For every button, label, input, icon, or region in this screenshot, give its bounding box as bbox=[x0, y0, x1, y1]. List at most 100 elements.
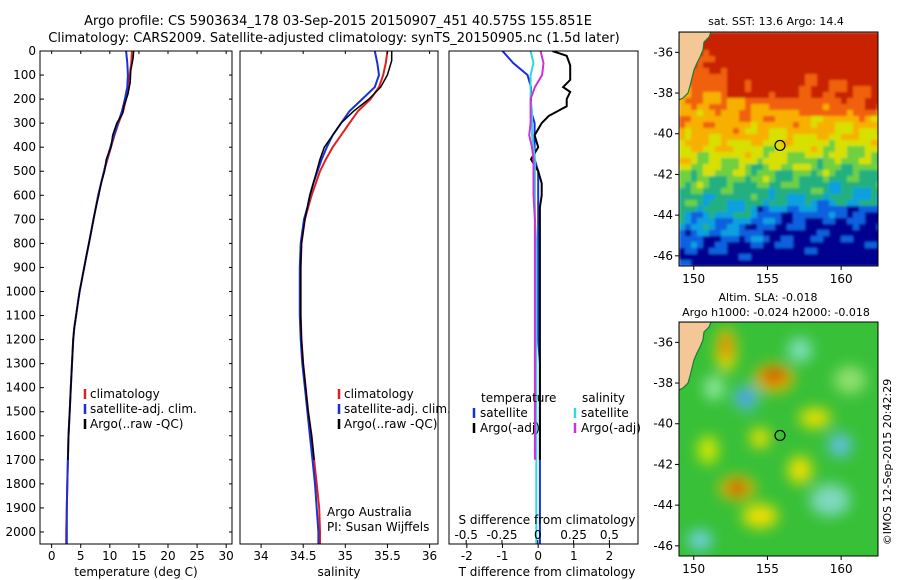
sst-cell bbox=[769, 194, 776, 201]
sla-map-title: Altim. SLA: -0.018 bbox=[718, 291, 817, 304]
sst-cell bbox=[805, 230, 812, 237]
sst-cell bbox=[745, 194, 752, 201]
sst-cell bbox=[703, 128, 710, 135]
legend-t-label: Argo(-adj) bbox=[480, 421, 540, 435]
sst-cell bbox=[727, 38, 734, 45]
sst-cell bbox=[775, 188, 782, 195]
sst-cell bbox=[739, 254, 746, 261]
sst-cell bbox=[781, 188, 788, 195]
sst-cell bbox=[745, 32, 752, 39]
sst-cell bbox=[685, 104, 692, 111]
sst-cell bbox=[745, 140, 752, 147]
sst-cell bbox=[709, 242, 716, 249]
sst-cell bbox=[793, 32, 800, 39]
difference-axes-frame bbox=[448, 50, 639, 545]
sst-cell bbox=[733, 206, 740, 213]
sst-cell bbox=[697, 254, 704, 261]
sst-cell bbox=[763, 80, 770, 87]
sst-cell bbox=[787, 242, 794, 249]
sst-cell bbox=[691, 164, 698, 171]
depth-tick-label: 1900 bbox=[5, 501, 36, 515]
sst-cell bbox=[781, 260, 788, 266]
sst-cell bbox=[799, 260, 806, 266]
sst-cell bbox=[739, 68, 746, 75]
sst-cell bbox=[805, 182, 812, 189]
sst-cell bbox=[721, 170, 728, 177]
sst-cell bbox=[847, 122, 854, 129]
sst-cell bbox=[865, 254, 872, 261]
sst-cell bbox=[769, 170, 776, 177]
sst-cell bbox=[685, 206, 692, 213]
sst-cell bbox=[691, 206, 698, 213]
sst-cell bbox=[679, 212, 686, 219]
sst-cell bbox=[787, 236, 794, 243]
sla-anomaly-blob bbox=[742, 504, 778, 528]
sst-cell bbox=[805, 116, 812, 123]
sst-cell bbox=[811, 110, 818, 117]
sst-cell bbox=[805, 158, 812, 165]
p1-series-line-2 bbox=[67, 51, 135, 460]
sst-cell bbox=[739, 218, 746, 225]
sst-cell bbox=[847, 62, 854, 69]
sst-cell bbox=[715, 218, 722, 225]
sst-cell bbox=[871, 140, 878, 147]
depth-tick-label: 1400 bbox=[5, 381, 36, 395]
sst-cell bbox=[799, 116, 806, 123]
sst-cell bbox=[853, 62, 860, 69]
sst-cell bbox=[763, 140, 770, 147]
sst-cell bbox=[685, 122, 692, 129]
sst-cell bbox=[805, 176, 812, 183]
sst-cell bbox=[817, 98, 824, 105]
sst-cell bbox=[757, 92, 764, 99]
sst-cell bbox=[841, 32, 848, 39]
sla-anomaly-blob bbox=[799, 408, 831, 428]
sst-cell bbox=[733, 248, 740, 255]
sst-cell bbox=[799, 248, 806, 255]
sst-cell bbox=[739, 140, 746, 147]
sst-cell bbox=[865, 224, 872, 231]
sst-cell bbox=[733, 68, 740, 75]
sst-cell bbox=[733, 254, 740, 261]
sst-cell bbox=[853, 110, 860, 117]
sst-cell bbox=[679, 128, 686, 135]
sst-cell bbox=[865, 74, 872, 81]
sst-cell bbox=[745, 206, 752, 213]
sst-cell bbox=[751, 164, 758, 171]
sst-cell bbox=[829, 206, 836, 213]
sst-cell bbox=[739, 164, 746, 171]
sst-cell bbox=[841, 188, 848, 195]
sst-cell bbox=[799, 242, 806, 249]
sst-cell bbox=[721, 50, 728, 57]
sst-cell bbox=[745, 218, 752, 225]
sst-cell bbox=[787, 206, 794, 213]
sst-cell bbox=[847, 242, 854, 249]
sst-cell bbox=[847, 110, 854, 117]
sla-anomaly-blob bbox=[750, 428, 770, 448]
sst-cell bbox=[709, 230, 716, 237]
sst-cell bbox=[703, 146, 710, 153]
p2-series-line-2 bbox=[299, 51, 393, 460]
sst-cell bbox=[823, 62, 830, 69]
sst-cell bbox=[817, 50, 824, 57]
sst-cell bbox=[835, 176, 842, 183]
sst-cell bbox=[805, 110, 812, 117]
m1-lat-tick-label: -44 bbox=[653, 208, 673, 222]
sst-cell bbox=[859, 194, 866, 201]
p2-legend-label: climatology bbox=[344, 387, 414, 401]
sst-cell bbox=[739, 86, 746, 93]
sst-cell bbox=[859, 158, 866, 165]
sst-cell bbox=[775, 248, 782, 255]
sst-cell bbox=[685, 140, 692, 147]
sst-cell bbox=[733, 32, 740, 39]
sst-cell bbox=[811, 206, 818, 213]
sst-cell bbox=[739, 260, 746, 266]
sst-cell bbox=[715, 128, 722, 135]
sst-cell bbox=[715, 254, 722, 261]
sst-cell bbox=[811, 122, 818, 129]
sst-cell bbox=[727, 170, 734, 177]
sst-cell bbox=[829, 122, 836, 129]
sst-cell bbox=[721, 188, 728, 195]
sst-cell bbox=[751, 44, 758, 51]
